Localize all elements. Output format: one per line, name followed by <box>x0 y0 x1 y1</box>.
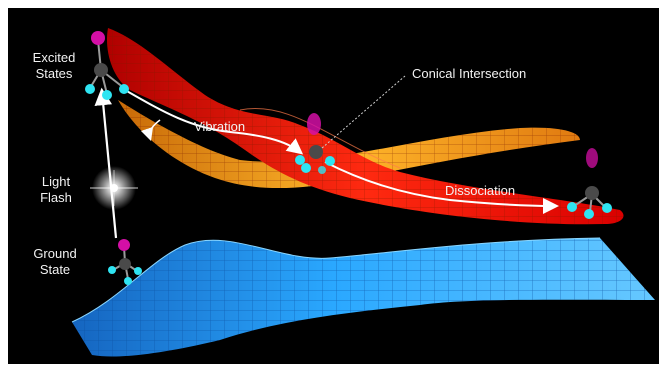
excited-states-label-line-1: Excited <box>32 50 76 65</box>
excited-states-label-line-2: States <box>35 66 73 81</box>
ground-state-label-line-2: State <box>39 262 71 277</box>
dissociation-path-arrow <box>324 161 559 214</box>
light-flash-icon <box>90 166 138 210</box>
molecule-excited-state <box>85 31 129 100</box>
vibration-label: Vibration <box>194 119 246 134</box>
vibration-return-arrow <box>140 119 161 142</box>
light-flash-label-line-2: Flash <box>40 190 72 205</box>
ground-state-label: Ground State <box>28 246 82 278</box>
light-flash-label-line-1: Light <box>41 174 71 189</box>
vibration-path-arrow <box>124 89 304 155</box>
molecule-conical-intersection <box>295 113 335 174</box>
dissociation-label: Dissociation <box>445 183 516 198</box>
ground-state-surface <box>71 237 655 357</box>
excitation-arrow <box>94 87 118 239</box>
molecule-dissociated <box>567 148 612 219</box>
excited-surface-orange <box>118 100 580 189</box>
light-flash-label: Light Flash <box>34 174 78 206</box>
ground-state-label-line-1: Ground <box>33 246 77 261</box>
excited-states-label: Excited States <box>26 50 82 82</box>
molecule-ground-state <box>108 239 142 285</box>
conical-intersection-label: Conical Intersection <box>412 66 527 81</box>
